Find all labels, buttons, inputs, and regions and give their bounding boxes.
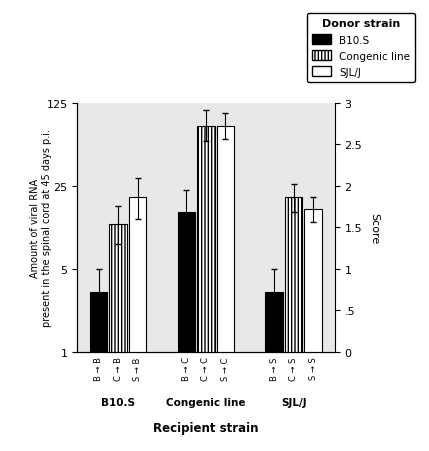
Text: B10.S: B10.S (101, 397, 135, 407)
Bar (90, 292, 107, 352)
Bar (197, 127, 214, 352)
Text: B → C: B → C (182, 356, 191, 381)
Text: Congenic line: Congenic line (166, 397, 246, 407)
Text: S → B: S → B (133, 356, 142, 380)
Bar (285, 198, 302, 352)
Text: S → C: S → C (221, 356, 230, 380)
Text: Recipient strain: Recipient strain (153, 421, 259, 434)
Text: C → B: C → B (114, 356, 123, 381)
Text: S → S: S → S (309, 356, 317, 379)
Bar (266, 292, 283, 352)
Text: SJL/J: SJL/J (281, 397, 306, 407)
Bar (217, 127, 234, 352)
Text: C → S: C → S (289, 356, 298, 380)
Text: C → C: C → C (202, 356, 210, 381)
Text: B → S: B → S (270, 356, 279, 380)
Bar (109, 224, 127, 352)
Legend: B10.S, Congenic line, SJL/J: B10.S, Congenic line, SJL/J (307, 14, 415, 83)
Y-axis label: Amount of viral RNA
present in the spinal cord at 45 days p.i.: Amount of viral RNA present in the spina… (30, 129, 51, 327)
Text: B → B: B → B (94, 356, 103, 381)
Bar (305, 209, 322, 352)
Bar (129, 198, 146, 352)
Bar (178, 213, 195, 352)
Y-axis label: Score: Score (369, 212, 379, 244)
